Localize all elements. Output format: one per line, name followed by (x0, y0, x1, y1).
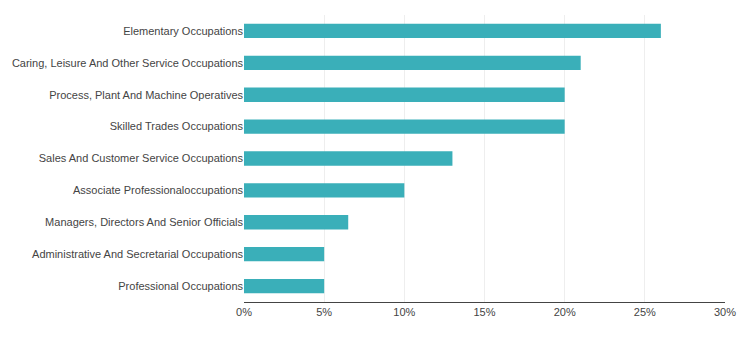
svg-text:10%: 10% (393, 306, 415, 318)
svg-text:30%: 30% (714, 306, 736, 318)
svg-text:5%: 5% (316, 306, 332, 318)
svg-text:Process, Plant And Machine Ope: Process, Plant And Machine Operatives (49, 89, 243, 101)
svg-text:Managers, Directors And Senior: Managers, Directors And Senior Officials (45, 216, 243, 228)
svg-text:Caring, Leisure And Other Serv: Caring, Leisure And Other Service Occupa… (12, 57, 244, 69)
svg-text:Skilled Trades Occupations: Skilled Trades Occupations (110, 120, 244, 132)
svg-text:15%: 15% (473, 306, 495, 318)
svg-text:Associate Professionaloccupati: Associate Professionaloccupations (73, 184, 243, 196)
svg-text:Administrative And Secretarial: Administrative And Secretarial Occupatio… (32, 248, 243, 260)
svg-text:25%: 25% (634, 306, 656, 318)
svg-text:20%: 20% (554, 306, 576, 318)
svg-text:Professional Occupations: Professional Occupations (118, 280, 243, 292)
svg-text:Elementary Occupations: Elementary Occupations (123, 25, 243, 37)
svg-text:0%: 0% (236, 306, 252, 318)
svg-text:Sales And Customer Service Occ: Sales And Customer Service Occupations (39, 152, 244, 164)
